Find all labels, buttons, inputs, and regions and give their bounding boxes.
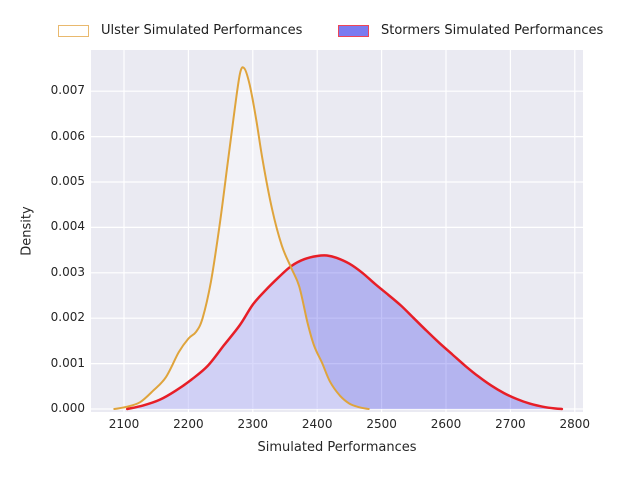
stormers-legend-label: Stormers Simulated Performances	[381, 23, 604, 38]
x-tick-label: 2400	[301, 417, 333, 431]
y-axis-label: Density	[19, 206, 35, 256]
x-tick-label: 2300	[237, 417, 269, 431]
x-tick-label: 2800	[559, 417, 591, 431]
y-tick-label: 0.002	[50, 310, 85, 325]
y-tick-label: 0.007	[50, 83, 85, 98]
x-axis-label: Simulated Performances	[257, 440, 417, 455]
legend-item-ulster: Ulster Simulated Performances	[58, 22, 302, 40]
y-tick-label: 0.000	[50, 401, 85, 415]
stormers-legend-swatch	[338, 25, 369, 37]
ulster-density-fill	[114, 67, 369, 409]
y-tick-label: 0.004	[50, 219, 85, 234]
x-tick-label: 2500	[366, 417, 397, 431]
ulster-legend-swatch	[58, 25, 89, 37]
x-tick-label: 2100	[108, 417, 140, 431]
y-tick-label: 0.005	[50, 174, 85, 188]
plot-background	[91, 50, 583, 412]
stormers-density-fill	[127, 255, 562, 409]
legend-item-stormers: Stormers Simulated Performances	[338, 22, 603, 40]
y-tick-label: 0.006	[50, 128, 85, 143]
x-tick-label: 2700	[495, 417, 526, 431]
y-tick-label: 0.003	[50, 264, 85, 279]
y-tick-label: 0.001	[50, 355, 85, 370]
stormers-density-curve	[125, 254, 564, 411]
ulster-legend-label: Ulster Simulated Performances	[101, 23, 303, 38]
x-tick-label: 2600	[430, 417, 462, 431]
ulster-density-curve	[113, 66, 370, 410]
x-tick-label: 2200	[173, 417, 204, 431]
